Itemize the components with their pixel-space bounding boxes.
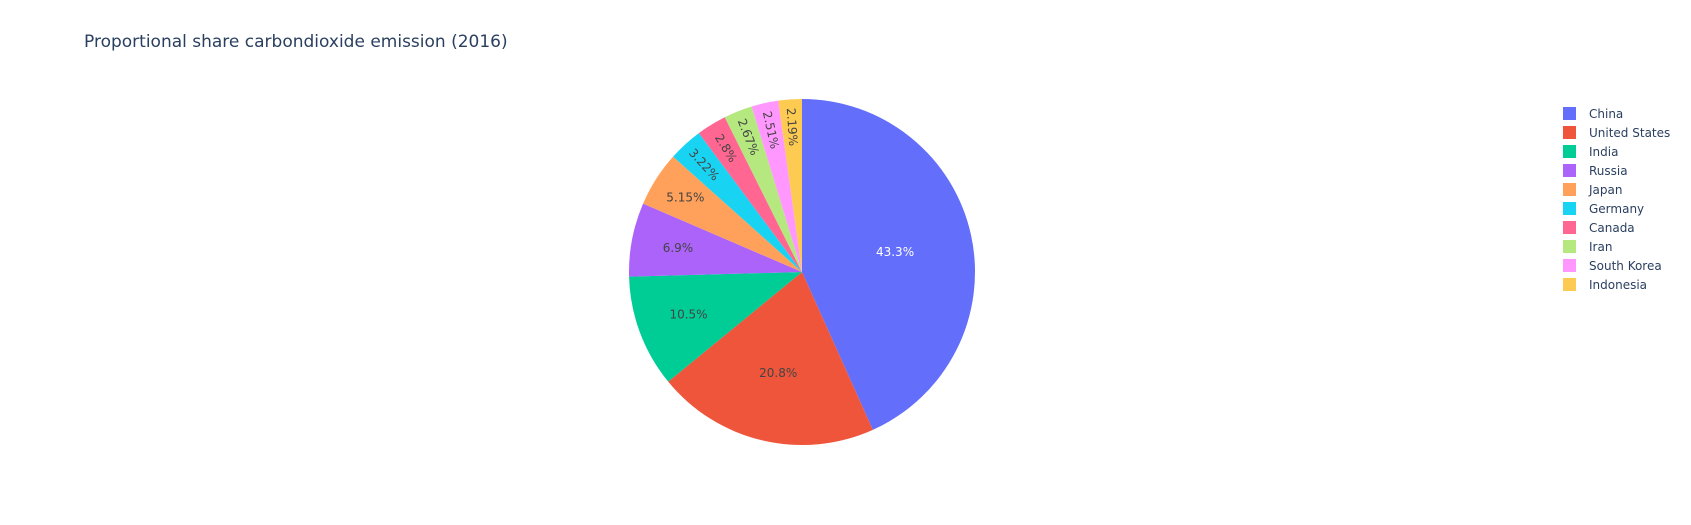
- pie-slice-russia[interactable]: [629, 203, 802, 277]
- pie-slice-south-korea[interactable]: [751, 100, 802, 272]
- legend-swatch: [1563, 221, 1576, 234]
- pie-slices: [629, 99, 975, 445]
- pie-slice-label: 10.5%: [669, 307, 707, 321]
- legend-label: Japan: [1589, 182, 1623, 197]
- pie-slice-germany[interactable]: [673, 133, 802, 272]
- legend-label: United States: [1589, 125, 1671, 140]
- pie-slice-china[interactable]: [802, 99, 975, 430]
- pie-slice-united-states[interactable]: [668, 272, 873, 445]
- legend-item-india[interactable]: India: [1563, 142, 1670, 161]
- legend-label: South Korea: [1589, 258, 1662, 273]
- pie-slice-label: 5.15%: [666, 191, 704, 205]
- legend-label: Canada: [1589, 220, 1635, 235]
- pie-slice-label: 43.3%: [876, 245, 914, 259]
- legend-swatch: [1563, 240, 1576, 253]
- legend-item-russia[interactable]: Russia: [1563, 161, 1670, 180]
- legend-swatch: [1563, 145, 1576, 158]
- pie-slice-india[interactable]: [629, 272, 802, 382]
- legend-item-canada[interactable]: Canada: [1563, 218, 1670, 237]
- legend-swatch: [1563, 164, 1576, 177]
- legend-label: Indonesia: [1589, 277, 1648, 292]
- pie-slice-indonesia[interactable]: [778, 99, 802, 272]
- legend: China United States India Russia Japan German…: [1563, 104, 1670, 294]
- pie-slice-canada[interactable]: [698, 117, 802, 272]
- legend-label: Iran: [1589, 239, 1613, 254]
- legend-swatch: [1563, 107, 1576, 120]
- pie-slice-label: 20.8%: [759, 366, 797, 380]
- legend-item-indonesia[interactable]: Indonesia: [1563, 275, 1670, 294]
- pie-slice-japan[interactable]: [643, 156, 802, 272]
- legend-swatch: [1563, 126, 1576, 139]
- legend-swatch: [1563, 278, 1576, 291]
- chart-title: Proportional share carbondioxide emissio…: [84, 32, 508, 52]
- pie-slice-iran[interactable]: [724, 106, 802, 272]
- legend-item-germany[interactable]: Germany: [1563, 199, 1670, 218]
- legend-label: India: [1589, 144, 1619, 159]
- legend-item-iran[interactable]: Iran: [1563, 237, 1670, 256]
- legend-swatch: [1563, 183, 1576, 196]
- legend-item-japan[interactable]: Japan: [1563, 180, 1670, 199]
- legend-swatch: [1563, 202, 1576, 215]
- legend-swatch: [1563, 259, 1576, 272]
- pie-slice-label: 6.9%: [663, 241, 694, 255]
- legend-label: Germany: [1589, 201, 1645, 216]
- legend-item-united-states[interactable]: United States: [1563, 123, 1670, 142]
- pie-slice-label: 2.19%: [784, 108, 801, 147]
- legend-label: Russia: [1589, 163, 1628, 178]
- legend-item-south-korea[interactable]: South Korea: [1563, 256, 1670, 275]
- legend-item-china[interactable]: China: [1563, 104, 1670, 123]
- legend-label: China: [1589, 106, 1624, 121]
